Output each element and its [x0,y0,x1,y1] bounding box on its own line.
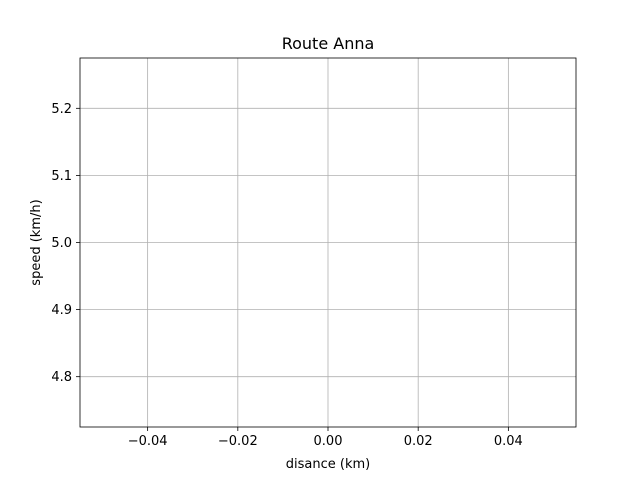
x-tick-label: −0.02 [218,434,258,449]
y-tick-label: 5.2 [51,102,72,117]
x-tick-label: −0.04 [128,434,168,449]
grid [80,58,576,427]
y-axis-label: speed (km/h) [29,199,44,285]
y-tick-label: 4.8 [51,370,72,385]
x-tick-label: 0.02 [404,434,433,449]
y-axis-ticks: 4.8 4.9 5.0 5.1 5.2 [51,102,80,385]
x-tick-label: 0.00 [314,434,343,449]
x-axis-label: disance (km) [286,457,370,472]
chart-title: Route Anna [282,34,375,53]
y-tick-label: 5.0 [51,236,72,251]
y-tick-label: 5.1 [51,169,72,184]
y-tick-label: 4.9 [51,303,72,318]
x-axis-ticks: −0.04 −0.02 0.00 0.02 0.04 [128,427,523,449]
x-tick-label: 0.04 [494,434,523,449]
